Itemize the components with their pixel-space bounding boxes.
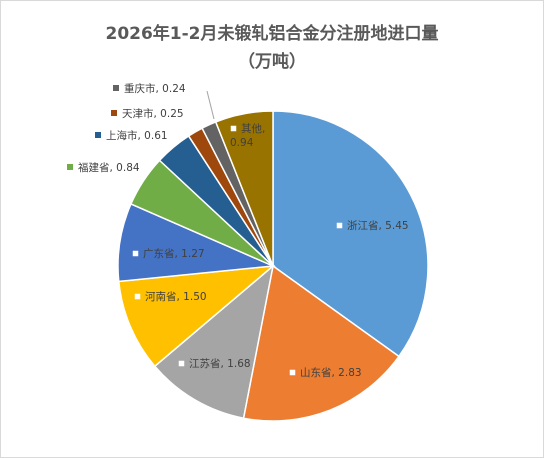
svg-text:浙江省, 5.45: 浙江省, 5.45 xyxy=(347,219,409,232)
slice-label-7: 上海市, 0.61 xyxy=(95,129,168,142)
pie-slice-4 xyxy=(117,265,276,368)
chart-title: 2026年1-2月未锻轧铝合金分注册地进口量 xyxy=(105,24,439,44)
pie-slice-1 xyxy=(272,110,429,358)
svg-text:上海市, 0.61: 上海市, 0.61 xyxy=(106,129,168,142)
slice-label-4: 河南省, 1.50 xyxy=(133,290,207,303)
svg-text:福建省, 0.84: 福建省, 0.84 xyxy=(78,161,140,174)
slice-label-1: 浙江省, 5.45 xyxy=(335,219,409,232)
pie-slice-2 xyxy=(242,264,400,422)
svg-text:天津市, 0.25: 天津市, 0.25 xyxy=(122,107,184,120)
slice-label-5: 广东省, 1.27 xyxy=(131,247,205,260)
svg-text:广东省, 1.27: 广东省, 1.27 xyxy=(143,247,205,260)
svg-text:重庆市, 0.24: 重庆市, 0.24 xyxy=(124,82,186,95)
svg-text:山东省, 2.83: 山东省, 2.83 xyxy=(300,366,362,379)
slice-label-2: 山东省, 2.83 xyxy=(288,366,362,379)
pie-slice-3 xyxy=(153,264,275,420)
svg-text:其他,0.94: 其他, 0.94 xyxy=(230,122,265,149)
chart-subtitle: （万吨） xyxy=(238,52,306,72)
slice-label-8: 天津市, 0.25 xyxy=(111,107,184,120)
slice-label-10: 其他, 0.94 xyxy=(229,122,265,149)
svg-text:河南省, 1.50: 河南省, 1.50 xyxy=(145,290,207,303)
slice-label-6: 福建省, 0.84 xyxy=(67,161,140,174)
svg-text:江苏省, 1.68: 江苏省, 1.68 xyxy=(189,357,251,370)
slice-label-9: 重庆市, 0.24 xyxy=(113,82,215,120)
pie-slice-10 xyxy=(214,110,274,267)
slice-label-3: 江苏省, 1.68 xyxy=(177,357,251,370)
